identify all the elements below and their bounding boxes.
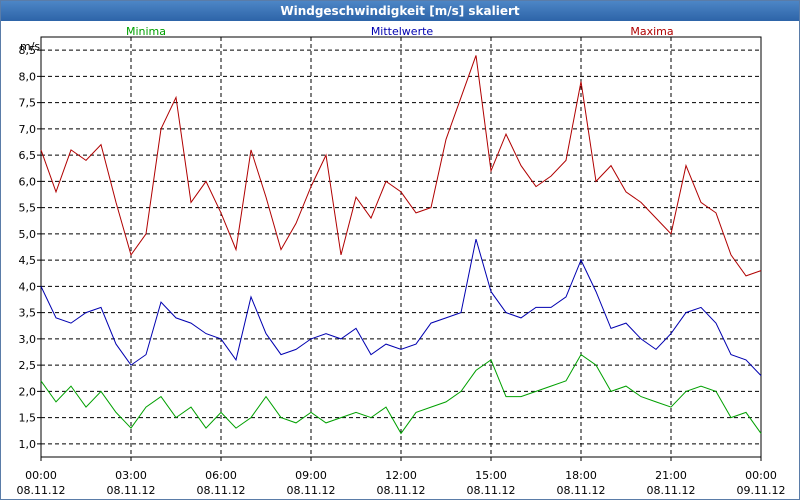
legend-mittelwerte: Mittelwerte (371, 25, 434, 38)
x-tick-date: 08.11.12 (647, 484, 696, 497)
chart-title: Windgeschwindigkeit [m/s] skaliert (1, 1, 799, 21)
x-tick-date: 08.11.12 (287, 484, 336, 497)
x-tick-date: 08.11.12 (107, 484, 156, 497)
y-tick-label: 2,0 (19, 385, 37, 398)
x-tick-time: 21:00 (655, 469, 687, 482)
x-tick-time: 06:00 (205, 469, 237, 482)
y-tick-label: 4,0 (19, 280, 37, 293)
x-tick-time: 00:00 (25, 469, 57, 482)
y-tick-label: 1,0 (19, 438, 37, 451)
x-tick-date: 08.11.12 (17, 484, 66, 497)
x-tick-time: 18:00 (565, 469, 597, 482)
y-tick-label: 6,5 (19, 149, 37, 162)
legend-maxima: Maxima (630, 25, 673, 38)
x-tick-time: 00:00 (745, 469, 777, 482)
series-line-mittelwerte (40, 238, 762, 376)
y-tick-label: 7,5 (19, 97, 37, 110)
x-tick-date: 08.11.12 (557, 484, 606, 497)
y-axis-ticks: 1,0 1,5 2,0 2,5 3,0 3,5 4,0 4,5 5,0 5,5 6,0 6,5 7,0 7… (19, 44, 41, 451)
x-tick-time: 03:00 (115, 469, 147, 482)
y-tick-label: 4,5 (19, 254, 37, 267)
y-tick-label: 3,5 (19, 307, 37, 320)
x-axis-ticks: 00:00 08.11.12 03:00 08.11.12 06:00 08.11.12 0… (17, 457, 786, 497)
series-line-minima (40, 353, 762, 435)
y-axis-unit: m/s (20, 40, 40, 53)
y-tick-label: 8,0 (19, 70, 37, 83)
y-tick-label: 2,5 (19, 359, 37, 372)
grid (41, 37, 761, 457)
x-tick-date: 08.11.12 (377, 484, 426, 497)
legend-minima: Minima (126, 25, 166, 38)
series-lines (40, 55, 762, 435)
x-tick-date: 08.11.12 (467, 484, 516, 497)
y-tick-label: 7,0 (19, 123, 37, 136)
x-tick-date: 08.11.12 (197, 484, 246, 497)
x-tick-time: 12:00 (385, 469, 417, 482)
x-tick-date: 09.11.12 (737, 484, 786, 497)
y-tick-label: 1,5 (19, 412, 37, 425)
y-tick-label: 6,0 (19, 175, 37, 188)
x-tick-time: 09:00 (295, 469, 327, 482)
y-tick-label: 8,5 (19, 44, 37, 57)
y-tick-label: 5,0 (19, 228, 37, 241)
x-tick-time: 15:00 (475, 469, 507, 482)
series-line-maxima (40, 55, 762, 277)
y-tick-label: 3,0 (19, 333, 37, 346)
y-tick-label: 5,5 (19, 202, 37, 215)
